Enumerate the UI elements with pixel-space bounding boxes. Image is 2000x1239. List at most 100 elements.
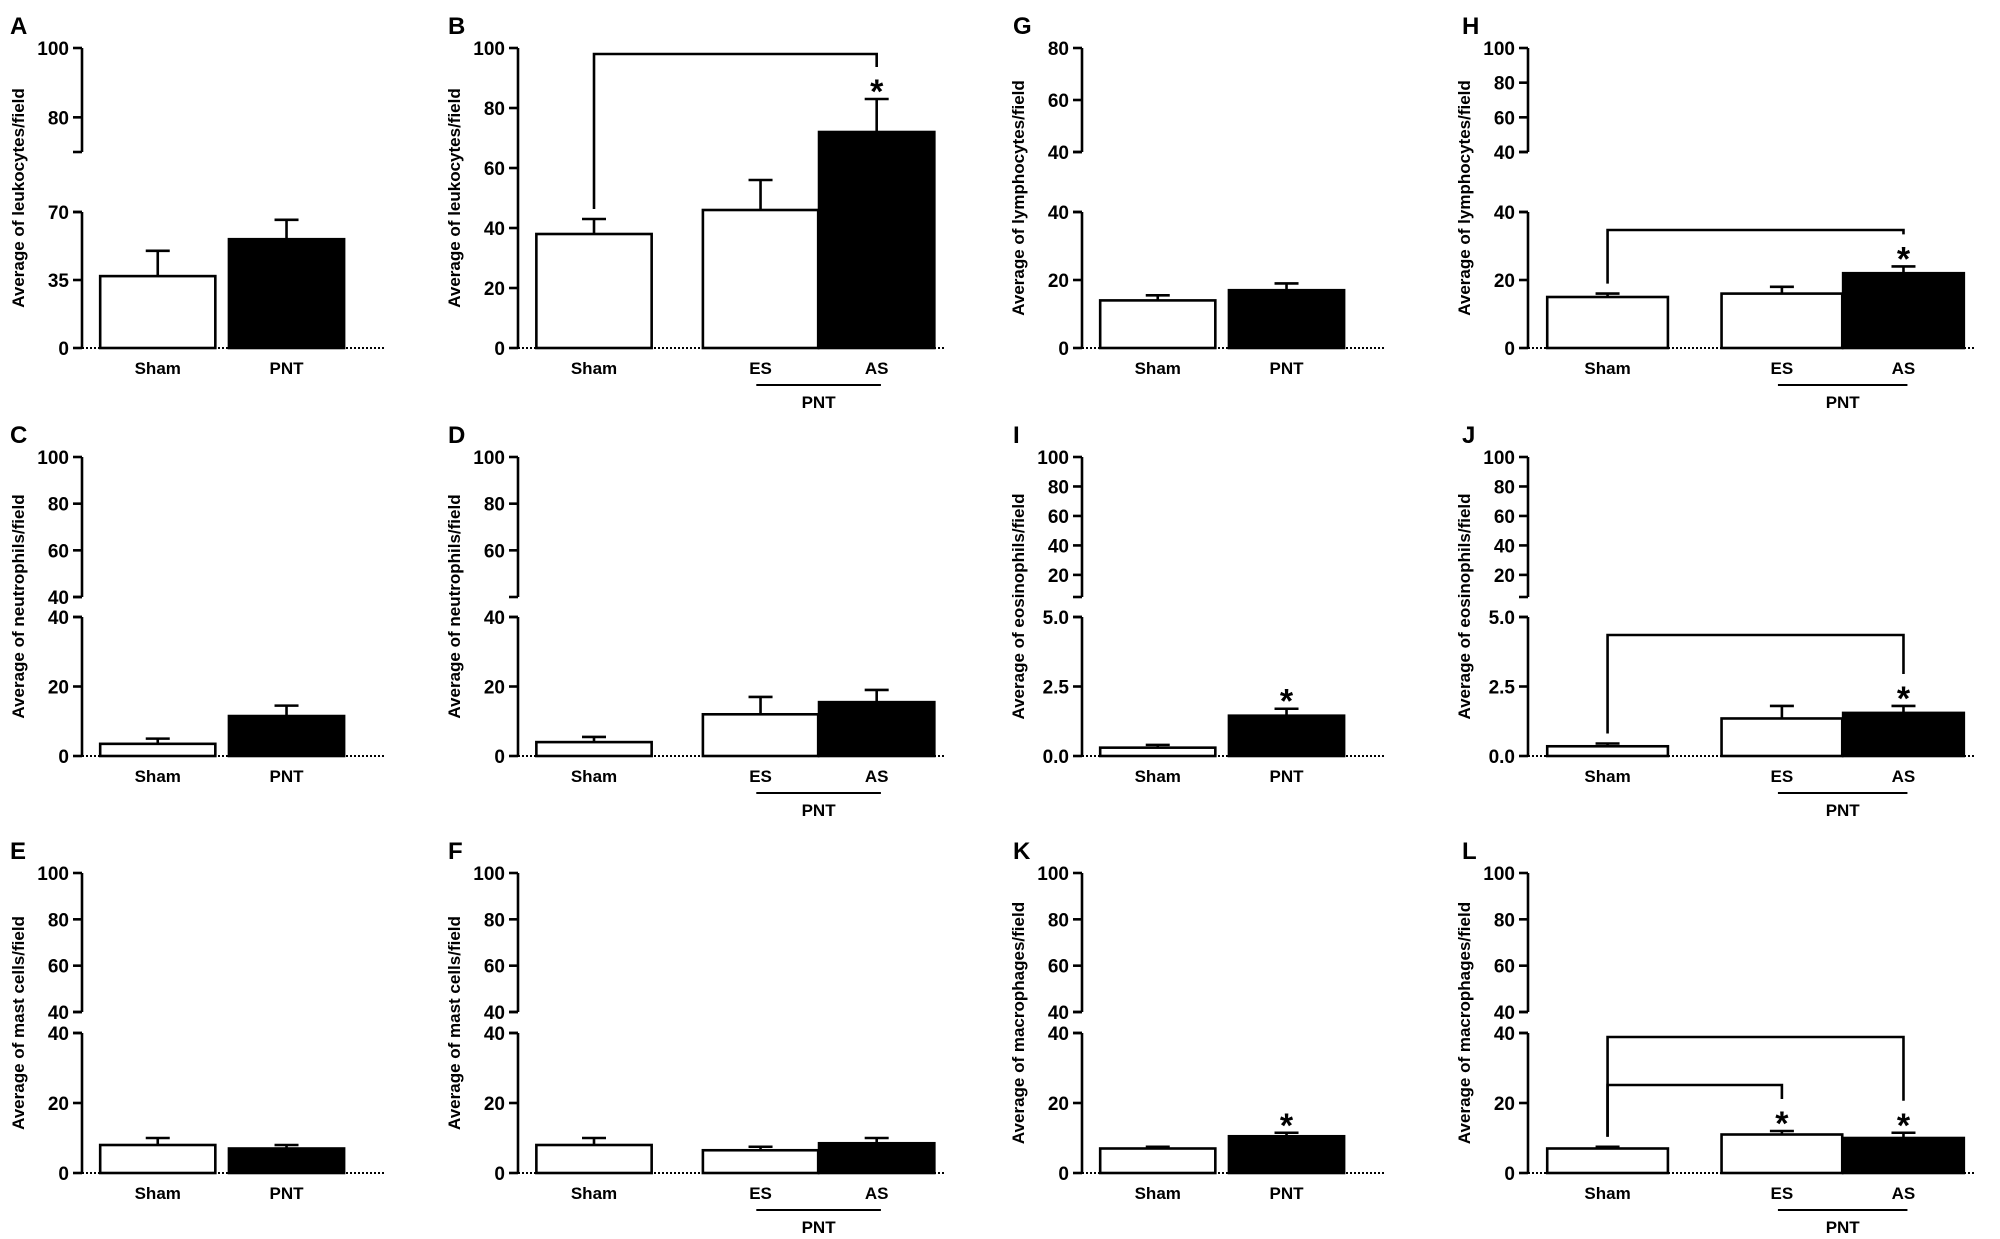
bar-sham [98, 274, 217, 350]
bar-pnt [1227, 714, 1346, 758]
y-tick-label: 100 [37, 448, 69, 469]
x-category-label: ES [1771, 767, 1794, 786]
y-tick-label: 80 [1048, 910, 1069, 931]
x-category-label: Sham [135, 359, 181, 378]
significance-star: * [1897, 1107, 1911, 1145]
y-tick-label: 20 [1494, 566, 1515, 587]
x-category-label: Sham [571, 359, 617, 378]
panel-letter: L [1462, 838, 1477, 865]
bar-sham [535, 740, 653, 758]
bar-es [1720, 1133, 1844, 1175]
x-category-label: Sham [571, 767, 617, 786]
y-tick-label: 40 [484, 1024, 505, 1045]
panel-h: H Average of lymphocytes/field 0 20 40 40 60 80… [1455, 13, 1975, 412]
x-category-label: ES [1771, 1184, 1794, 1203]
bar-es [701, 712, 820, 758]
bar-sham [535, 232, 653, 350]
y-tick-label: 40 [48, 1003, 69, 1024]
panel-letter: E [10, 838, 26, 865]
x-category-label: Sham [571, 1184, 617, 1203]
y-tick-label: 80 [484, 99, 505, 120]
bar-es [1720, 292, 1844, 350]
x-category-label: Sham [135, 767, 181, 786]
bar-as [1841, 271, 1966, 350]
x-category-label: Sham [1135, 767, 1181, 786]
bar-as [1841, 711, 1966, 758]
significance-bracket [1606, 633, 1905, 734]
y-tick-label: 80 [1494, 477, 1515, 498]
y-axis-label: Average of macrophages/field [1455, 902, 1474, 1144]
y-tick-label: 80 [48, 108, 69, 129]
y-axis-label: Average of leukocytes/field [9, 88, 28, 308]
y-tick-label: 40 [1048, 536, 1069, 557]
y-tick-label: 60 [1048, 507, 1069, 528]
bar-sham [98, 742, 217, 758]
x-category-label: PNT [270, 1184, 305, 1203]
y-tick-label: 0 [494, 747, 505, 768]
group-label: PNT [1826, 393, 1861, 412]
x-category-label: ES [1771, 359, 1794, 378]
y-tick-label: 20 [1048, 566, 1069, 587]
x-category-label: AS [865, 359, 889, 378]
y-axis-label: Average of lymphocytes/field [1009, 80, 1028, 316]
significance-bracket [1606, 1035, 1905, 1137]
y-tick-label: 20 [1048, 1094, 1069, 1115]
y-tick-label: 0 [494, 339, 505, 360]
panel-letter: A [10, 13, 27, 40]
panel-letter: F [448, 838, 463, 865]
y-tick-label: 80 [48, 495, 69, 516]
significance-star: * [1280, 683, 1294, 721]
panel-letter: B [448, 13, 465, 40]
y-tick-label: 60 [484, 541, 505, 562]
y-tick-label: 40 [1494, 536, 1515, 557]
y-tick-label: 0 [58, 1164, 69, 1185]
y-tick-label: 40 [1048, 1024, 1069, 1045]
y-tick-label: 20 [1494, 271, 1515, 292]
y-tick-label: 60 [48, 541, 69, 562]
y-tick-label: 40 [484, 1003, 505, 1024]
y-tick-label: 60 [1048, 957, 1069, 978]
bar-pnt [227, 714, 346, 758]
y-tick-label: 40 [484, 608, 505, 629]
y-tick-label: 60 [484, 159, 505, 180]
bar-pnt [227, 237, 346, 350]
x-category-label: Sham [1135, 1184, 1181, 1203]
x-category-label: PNT [1270, 1184, 1305, 1203]
panel-j: J Average of eosinophils/field 0.0 2.5 5.0 20… [1455, 422, 1975, 820]
bar-sham [1545, 295, 1670, 350]
y-tick-label: 80 [48, 910, 69, 931]
x-category-label: ES [749, 1184, 772, 1203]
y-tick-label: 0 [1058, 339, 1069, 360]
panel-d: D Average of neutrophils/field 0 20 40 60 80 10… [445, 422, 945, 820]
y-tick-label: 40 [1494, 1024, 1515, 1045]
y-tick-label: 70 [48, 203, 69, 224]
y-tick-label: 80 [484, 910, 505, 931]
y-tick-label: 0 [1504, 339, 1515, 360]
group-label: PNT [802, 1218, 837, 1237]
y-tick-label: 60 [484, 957, 505, 978]
bar-sham [1098, 299, 1217, 350]
panel-letter: H [1462, 13, 1479, 40]
y-tick-label: 40 [48, 1024, 69, 1045]
y-tick-label: 2.5 [1043, 678, 1070, 699]
y-tick-label: 100 [473, 39, 505, 60]
x-category-label: PNT [270, 359, 305, 378]
bar-as [817, 1141, 936, 1175]
y-tick-label: 80 [484, 495, 505, 516]
y-tick-label: 40 [484, 219, 505, 240]
y-tick-label: 20 [48, 678, 69, 699]
y-axis-label: Average of neutrophils/field [445, 494, 464, 718]
group-label: PNT [1826, 1218, 1861, 1237]
significance-star: * [870, 73, 884, 111]
y-tick-label: 2.5 [1489, 678, 1516, 699]
bar-as [1841, 1136, 1966, 1175]
y-tick-label: 0.0 [1489, 747, 1515, 768]
x-category-label: AS [1892, 767, 1916, 786]
y-axis-label: Average of neutrophils/field [9, 494, 28, 718]
y-tick-label: 35 [48, 271, 70, 292]
bar-sham [1098, 1147, 1217, 1175]
bar-es [1720, 717, 1844, 758]
